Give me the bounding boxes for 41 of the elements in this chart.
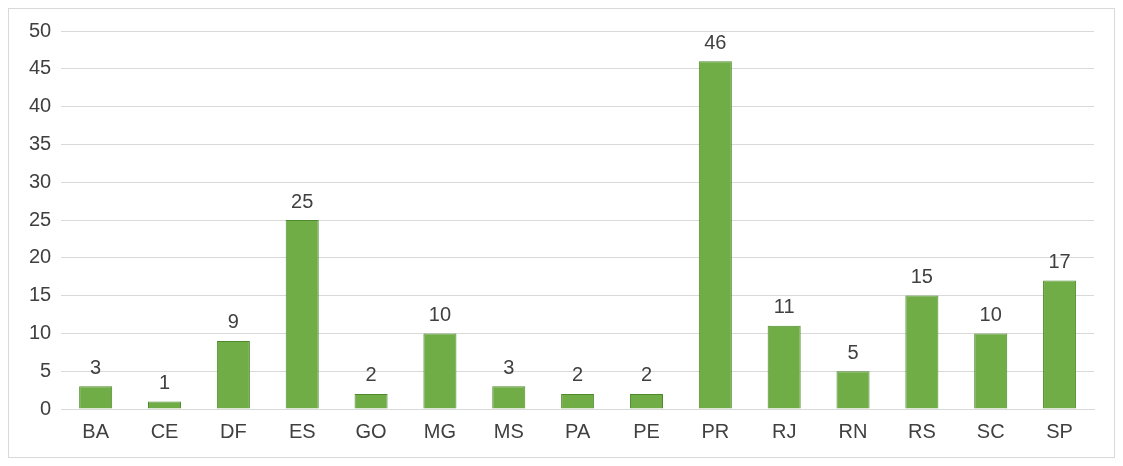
x-tick-label: ES <box>288 419 316 442</box>
data-label: 5 <box>847 340 859 363</box>
y-tick-label: 30 <box>29 169 52 192</box>
data-label: 2 <box>640 363 653 386</box>
data-label: 11 <box>773 295 795 318</box>
x-tick-label: CE <box>150 419 179 442</box>
x-tick-label: PR <box>701 419 730 442</box>
x-tick-label: SC <box>976 419 1005 442</box>
x-tick-label: RN <box>838 419 868 442</box>
data-label: 3 <box>90 355 102 378</box>
data-label: 2 <box>365 363 377 386</box>
y-tick-label: 15 <box>29 283 52 306</box>
y-tick-label: 5 <box>40 358 52 381</box>
x-tick-label: RJ <box>771 419 797 442</box>
x-tick-label: BA <box>82 419 110 442</box>
data-label: 10 <box>979 302 1002 325</box>
y-tick-label: 10 <box>29 320 52 343</box>
x-tick-label: SP <box>1046 419 1073 442</box>
data-label: 15 <box>910 265 933 288</box>
x-tick-label: PA <box>565 419 591 442</box>
x-tick-label: PE <box>633 419 660 442</box>
data-label: 3 <box>503 355 515 378</box>
x-tick-label: DF <box>220 419 247 442</box>
y-tick-label: 0 <box>40 396 52 419</box>
data-label: 46 <box>704 30 727 53</box>
y-tick-label: 50 <box>29 18 52 41</box>
x-tick-label: RS <box>907 419 936 442</box>
x-tick-label: GO <box>355 419 387 442</box>
data-label: 2 <box>572 363 584 386</box>
x-tick-label: MS <box>493 419 524 442</box>
x-tick-label: MG <box>423 419 457 442</box>
y-tick-label: 35 <box>29 131 52 154</box>
data-label: 17 <box>1048 250 1071 272</box>
y-tick-label: 20 <box>29 245 52 268</box>
data-label: 10 <box>428 302 452 325</box>
data-label: 9 <box>227 310 239 333</box>
y-tick-label: 40 <box>29 94 52 117</box>
data-label: 25 <box>291 189 314 212</box>
y-tick-label: 45 <box>29 56 52 79</box>
data-label: 1 <box>158 370 171 393</box>
y-tick-label: 25 <box>29 207 52 230</box>
